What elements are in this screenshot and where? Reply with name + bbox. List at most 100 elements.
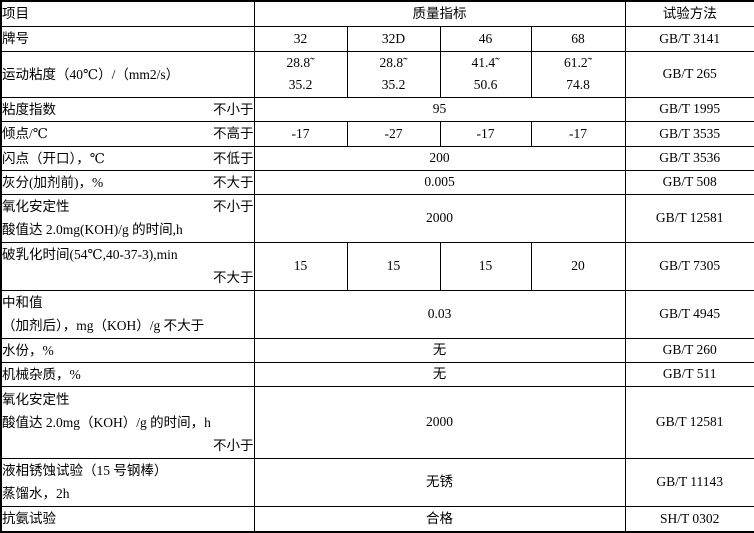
item-line: （加剂后），mg（KOH）/g 不大于 [2, 314, 253, 337]
item-label: 氧化安定性 [2, 391, 70, 407]
row-oxidation-stability-1: 氧化安定性 不小于酸值达 2.0mg(KOH)/g 的时间,h 2000 GB/T 1… [0, 193, 754, 243]
item-cell: 抗氨试验 [0, 505, 255, 533]
item-cell: 牌号 [0, 25, 255, 52]
value-cell: 32D [346, 25, 441, 52]
item-line: 倾点/℃ 不高于 [2, 122, 254, 145]
method-cell: GB/T 4945 [624, 289, 754, 339]
row-pour-point: 倾点/℃ 不高于 -17 -27 -17 -17 GB/T 3535 [0, 120, 754, 147]
item-cell: 氧化安定性酸值达 2.0mg（KOH）/g 的时间，h 不小于 [0, 385, 255, 459]
value-cell: 28.8˜ 35.2 [253, 50, 348, 98]
value-cell: 41.4˜ 50.6 [439, 50, 532, 98]
value-cell: 15 [346, 241, 441, 291]
row-ash: 灰分(加剂前)，% 不大于 0.005 GB/T 508 [0, 169, 754, 195]
method-cell: GB/T 7305 [624, 241, 754, 291]
header-quality-index: 质量指标 [253, 0, 626, 27]
item-label: 中和值 [2, 295, 43, 310]
row-flash-point: 闪点（开口），℃ 不低于 200 GB/T 3536 [0, 145, 754, 171]
item-label: 灰分(加剂前)，% [2, 174, 104, 190]
item-label: 酸值达 2.0mg（KOH）/g 的时间，h [2, 414, 211, 430]
item-line: 破乳化时间(54℃,40-37-3),min [2, 243, 253, 266]
item-qualifier: 不小于 [213, 437, 254, 453]
item-line: 酸值达 2.0mg(KOH)/g 的时间,h [2, 218, 253, 241]
row-neutralization-value: 中和值 （加剂后），mg（KOH）/g 不大于 0.03 GB/T 4945 [0, 289, 754, 339]
item-label: 破乳化时间(54℃,40-37-3),min [2, 247, 178, 262]
header-item: 项目 [0, 0, 255, 27]
row-ammonia-resistance-test: 抗氨试验 合格 SH/T 0302 [0, 505, 754, 533]
value-cell: 46 [439, 25, 532, 52]
row-demulsification-time: 破乳化时间(54℃,40-37-3),min 不大于 15 15 15 20 GB/T 73… [0, 241, 754, 291]
item-line: 闪点（开口），℃ 不低于 [2, 147, 254, 169]
item-cell: 氧化安定性 不小于酸值达 2.0mg(KOH)/g 的时间,h [0, 193, 255, 243]
item-cell: 机械杂质，% [0, 361, 255, 387]
value-cell: 2000 [253, 193, 626, 243]
item-label: 闪点（开口），℃ [2, 150, 105, 166]
value-cell: 200 [253, 145, 626, 171]
value-cell: -17 [530, 120, 626, 147]
value-cell: -17 [439, 120, 532, 147]
value-cell: -17 [253, 120, 348, 147]
item-qualifier: 不高于 [213, 126, 254, 141]
item-qualifier: 不大于 [213, 270, 254, 285]
value-cell: 95 [253, 96, 626, 122]
method-cell: GB/T 3141 [624, 25, 754, 52]
row-mechanical-impurities: 机械杂质，% 无 GB/T 511 [0, 361, 754, 387]
item-label: 蒸馏水，2h [2, 486, 70, 501]
item-label: 粘度指数 [2, 101, 56, 117]
value-cell: 20 [530, 241, 626, 291]
item-cell: 破乳化时间(54℃,40-37-3),min 不大于 [0, 241, 255, 291]
method-cell: GB/T 12581 [624, 193, 754, 243]
method-cell: GB/T 3536 [624, 145, 754, 171]
item-line: 不大于 [2, 266, 254, 289]
value-cell: 0.03 [253, 289, 626, 339]
item-cell: 中和值 （加剂后），mg（KOH）/g 不大于 [0, 289, 255, 339]
item-line: 氧化安定性 不小于 [2, 195, 254, 218]
method-cell: GB/T 508 [624, 169, 754, 195]
row-liquid-phase-rust-test: 液相锈蚀试验（15 号钢棒） 蒸馏水，2h 无锈 GB/T 11143 [0, 457, 754, 507]
item-qualifier: 不小于 [213, 101, 254, 117]
value-cell: 15 [439, 241, 532, 291]
item-line: 氧化安定性 [2, 388, 253, 411]
header-test-method: 试验方法 [624, 0, 754, 27]
row-water-content: 水份，% 无 GB/T 260 [0, 337, 754, 363]
method-cell: GB/T 260 [624, 337, 754, 363]
item-cell: 粘度指数 不小于 [0, 96, 255, 122]
item-line: 酸值达 2.0mg（KOH）/g 的时间，h [2, 411, 253, 434]
item-line: 不小于 [2, 434, 254, 457]
method-cell: GB/T 265 [624, 50, 754, 98]
value-cell: 68 [530, 25, 626, 52]
item-qualifier: 不大于 [213, 174, 254, 190]
item-label: 酸值达 2.0mg(KOH)/g 的时间,h [2, 222, 183, 237]
header-row: 项目 质量指标 试验方法 [0, 0, 754, 27]
item-qualifier: 不低于 [213, 150, 254, 166]
value-cell: 2000 [253, 385, 626, 459]
item-label: 氧化安定性 [2, 199, 70, 214]
value-cell: 无锈 [253, 457, 626, 507]
method-cell: GB/T 12581 [624, 385, 754, 459]
value-cell: 0.005 [253, 169, 626, 195]
item-line: 中和值 [2, 291, 253, 314]
method-cell: GB/T 11143 [624, 457, 754, 507]
value-cell: 61.2˜ 74.8 [530, 50, 626, 98]
item-cell: 运动粘度（40℃）/（mm2/s） [0, 50, 255, 98]
item-qualifier: 不小于 [213, 199, 254, 214]
row-viscosity-index: 粘度指数 不小于 95 GB/T 1995 [0, 96, 754, 122]
value-cell: 无 [253, 337, 626, 363]
item-line: 蒸馏水，2h [2, 482, 253, 505]
row-kinematic-viscosity: 运动粘度（40℃）/（mm2/s） 28.8˜ 35.2 28.8˜ 35.2 41.… [0, 50, 754, 98]
item-cell: 倾点/℃ 不高于 [0, 120, 255, 147]
item-cell: 水份，% [0, 337, 255, 363]
item-cell: 液相锈蚀试验（15 号钢棒） 蒸馏水，2h [0, 457, 255, 507]
row-grade: 牌号 32 32D 46 68 GB/T 3141 [0, 25, 754, 52]
row-oxidation-stability-2: 氧化安定性酸值达 2.0mg（KOH）/g 的时间，h 不小于 2000 GB/T 1… [0, 385, 754, 459]
item-label: （加剂后），mg（KOH）/g 不大于 [2, 318, 205, 333]
method-cell: GB/T 511 [624, 361, 754, 387]
method-cell: GB/T 3535 [624, 120, 754, 147]
item-label: 倾点/℃ [2, 126, 48, 141]
item-line: 液相锈蚀试验（15 号钢棒） [2, 459, 253, 482]
item-line: 灰分(加剂前)，% 不大于 [2, 171, 254, 193]
method-cell: SH/T 0302 [624, 505, 754, 533]
value-cell: 32 [253, 25, 348, 52]
item-cell: 闪点（开口），℃ 不低于 [0, 145, 255, 171]
